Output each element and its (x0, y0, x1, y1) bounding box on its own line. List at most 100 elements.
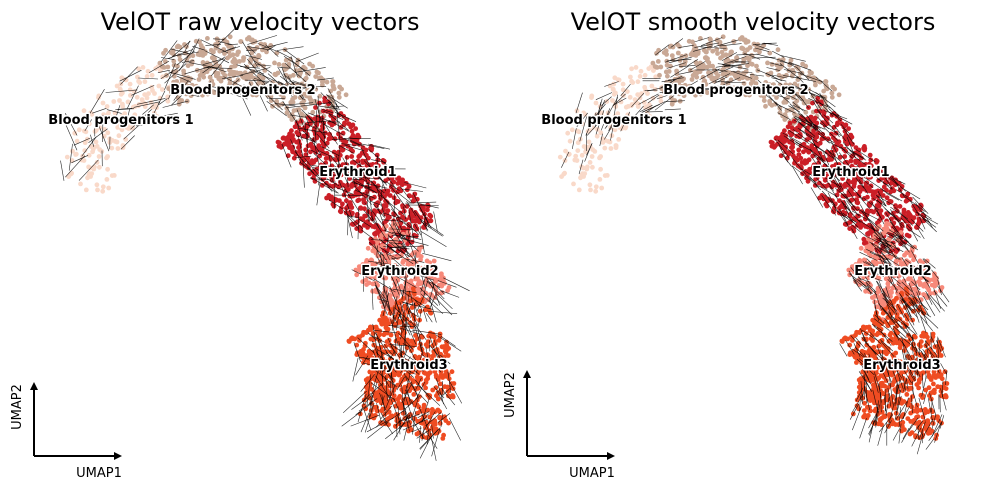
velocity-arrow (279, 67, 291, 69)
scatter-point (381, 243, 386, 249)
scatter-point (416, 247, 422, 253)
scatter-point (391, 211, 396, 217)
scatter-point (582, 171, 588, 177)
velocity-arrow (385, 181, 400, 191)
velocity-arrow (429, 297, 437, 323)
scatter-point (414, 431, 420, 437)
scatter-point (291, 137, 296, 142)
velocity-arrow (398, 266, 400, 277)
velocity-arrow (283, 86, 299, 90)
scatter-point (349, 128, 355, 134)
cluster-label: Erythroid2 (361, 264, 438, 279)
scatter-point (707, 36, 713, 42)
velocity-arrow (402, 243, 410, 258)
scatter-point (408, 278, 414, 284)
velocity-arrow (345, 207, 353, 239)
velocity-arrow (404, 393, 415, 423)
scatter-point (397, 320, 403, 325)
velocity-arrow (420, 230, 447, 248)
velocity-arrow (402, 273, 409, 294)
scatter-point (897, 204, 903, 209)
velocity-arrow (299, 161, 312, 171)
velocity-arrow (335, 155, 348, 184)
scatter-point (421, 402, 427, 408)
scatter-point (425, 407, 431, 413)
velocity-arrow (399, 354, 424, 372)
scatter-point (681, 76, 686, 82)
velocity-arrow (372, 166, 384, 177)
scatter-point (134, 119, 140, 124)
velocity-arrow (391, 257, 405, 269)
velocity-arrow (361, 148, 375, 177)
scatter-point (865, 194, 870, 200)
velocity-arrow (389, 184, 407, 209)
scatter-point (127, 81, 133, 87)
velocity-arrow (160, 67, 179, 79)
scatter-point (331, 203, 337, 209)
velocity-arrow (326, 178, 340, 187)
scatter-point (105, 130, 111, 136)
scatter-point (904, 392, 910, 397)
velocity-arrow (425, 412, 442, 427)
velocity-arrow (423, 280, 428, 295)
velocity-arrow (341, 411, 361, 427)
scatter-point (379, 321, 385, 327)
scatter-point (171, 79, 177, 85)
velocity-arrow (403, 414, 411, 441)
velocity-arrow (120, 135, 135, 150)
velocity-arrow (367, 421, 389, 439)
velocity-arrow (390, 242, 404, 245)
scatter-point (425, 339, 431, 344)
velocity-arrow (256, 87, 268, 112)
scatter-point (439, 273, 444, 279)
scatter-point (706, 70, 711, 76)
scatter-point (612, 75, 618, 81)
velocity-arrow (406, 222, 420, 236)
velocity-arrow (448, 417, 461, 441)
scatter-point (74, 138, 80, 144)
scatter-point (232, 63, 237, 69)
scatter-point (352, 135, 358, 141)
velocity-arrow (316, 133, 330, 149)
velocity-arrow (423, 218, 428, 232)
velocity-arrow (408, 346, 418, 363)
scatter-point (190, 53, 196, 59)
velocity-arrow (408, 209, 415, 241)
velocity-arrow (296, 93, 305, 101)
scatter-point (237, 59, 242, 64)
scatter-point (854, 354, 860, 360)
scatter-point (901, 207, 907, 213)
scatter-point (931, 372, 937, 378)
scatter-point (824, 203, 830, 209)
scatter-point (373, 324, 379, 330)
velocity-arrow (422, 411, 436, 434)
scatter-point (149, 72, 155, 78)
scatter-point (916, 216, 922, 222)
scatter-point (401, 258, 406, 263)
scatter-point (391, 195, 397, 201)
velocity-arrow (92, 108, 107, 114)
scatter-point (250, 92, 256, 98)
scatter-point (765, 60, 770, 66)
velocity-arrow (119, 69, 142, 82)
scatter-point (176, 53, 182, 58)
scatter-point (217, 48, 223, 54)
velocity-arrow (363, 409, 372, 431)
velocity-arrow (158, 98, 168, 105)
scatter-point (905, 416, 911, 421)
velocity-arrow (305, 113, 326, 138)
scatter-point (363, 330, 369, 335)
scatter-point (743, 69, 749, 74)
velocity-arrow (412, 192, 427, 221)
scatter-point (134, 94, 140, 100)
velocity-arrow (381, 219, 403, 222)
velocity-arrow (375, 262, 389, 267)
scatter-point (318, 162, 324, 168)
scatter-point (227, 80, 233, 86)
velocity-arrow (346, 202, 353, 219)
velocity-arrow (417, 411, 430, 418)
scatter-point (117, 87, 123, 92)
scatter-point (315, 131, 321, 137)
scatter-point (165, 64, 171, 70)
velocity-arrow (60, 160, 65, 181)
